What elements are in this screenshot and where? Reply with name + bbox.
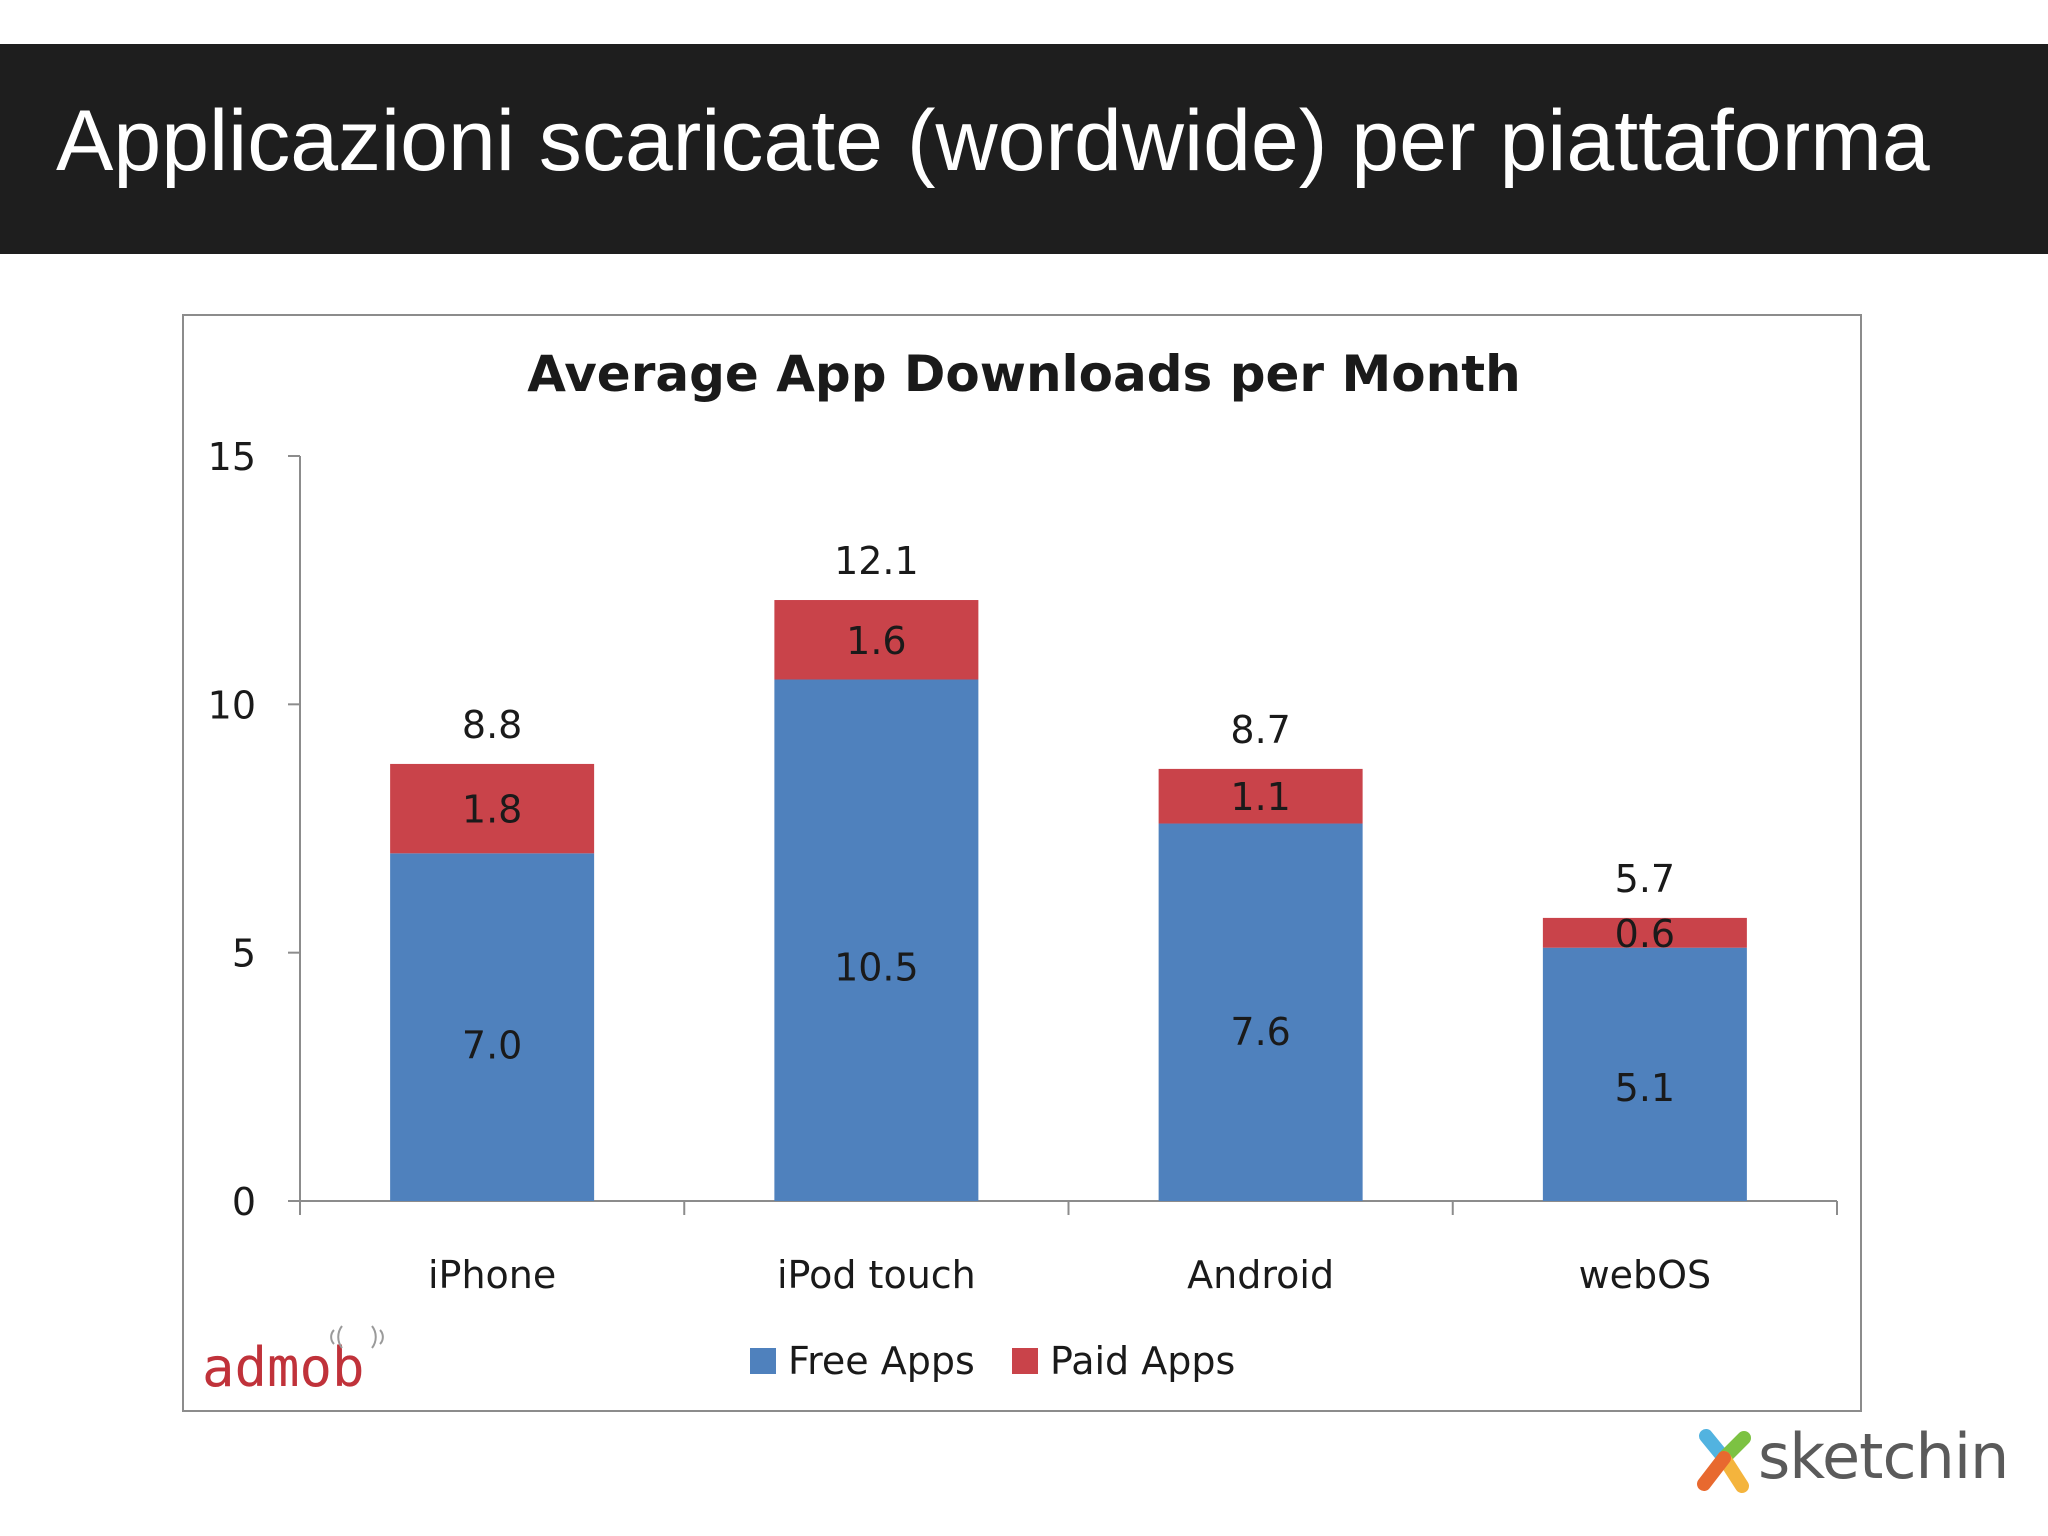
y-tick-label: 15 xyxy=(208,435,256,479)
chart-frame: Average App Downloads per Month 0 5 10 15 7… xyxy=(182,314,1862,1412)
y-tick-label: 10 xyxy=(208,683,256,727)
chart-title: Average App Downloads per Month xyxy=(527,345,1520,403)
bar-free-apps xyxy=(390,853,595,1201)
data-label: 0.6 xyxy=(1615,912,1675,956)
sketchin-star-icon xyxy=(1697,1429,1751,1493)
signal-waves-icon xyxy=(330,1325,384,1349)
data-label: 1.6 xyxy=(846,619,906,663)
admob-logo-text: admob xyxy=(202,1336,365,1399)
legend: Free Apps Paid Apps xyxy=(750,1339,1235,1383)
data-label: 1.8 xyxy=(462,788,522,832)
title-bar xyxy=(0,44,2048,254)
legend-swatch xyxy=(750,1348,776,1374)
sketchin-logo: sketchin xyxy=(1692,1420,2022,1498)
slide-title: Applicazioni scaricate (wordwide) per pi… xyxy=(56,93,1930,189)
total-label: 8.7 xyxy=(1230,708,1290,752)
admob-logo: admob xyxy=(202,1325,384,1399)
data-label: 7.0 xyxy=(462,1024,522,1068)
x-category-label: webOS xyxy=(1579,1253,1712,1297)
data-label: 10.5 xyxy=(834,945,919,989)
data-label: 5.1 xyxy=(1615,1066,1675,1110)
bar-paid-apps xyxy=(390,763,595,854)
bar-free-apps xyxy=(774,679,979,1201)
x-category-label: iPhone xyxy=(428,1253,556,1297)
legend-swatch xyxy=(1012,1348,1038,1374)
stacked-bar-chart: Average App Downloads per Month 0 5 10 15 7… xyxy=(202,345,1838,1399)
data-label: 1.1 xyxy=(1230,775,1290,819)
bar-paid-apps xyxy=(1542,917,1747,948)
total-label: 8.8 xyxy=(462,703,522,747)
y-tick-label: 5 xyxy=(232,932,256,976)
bar-paid-apps xyxy=(1158,768,1363,824)
bars-layer xyxy=(390,600,1747,1201)
total-label: 5.7 xyxy=(1615,857,1675,901)
legend-label: Free Apps xyxy=(788,1339,975,1383)
legend-label: Paid Apps xyxy=(1050,1339,1235,1383)
bar-free-apps xyxy=(1542,947,1747,1201)
total-label: 12.1 xyxy=(834,539,919,583)
x-category-label: iPod touch xyxy=(777,1253,976,1297)
bar-free-apps xyxy=(1158,823,1363,1201)
data-label: 7.6 xyxy=(1230,1010,1290,1054)
labels-layer: 7.0 1.8 8.8 iPhone 10.5 1.6 12.1 iPod touch 7.6 1… xyxy=(428,539,1711,1297)
bar-paid-apps xyxy=(774,600,979,680)
y-tick-label: 0 xyxy=(232,1180,256,1224)
sketchin-logo-text: sketchin xyxy=(1758,1420,2009,1493)
x-category-label: Android xyxy=(1187,1253,1334,1297)
